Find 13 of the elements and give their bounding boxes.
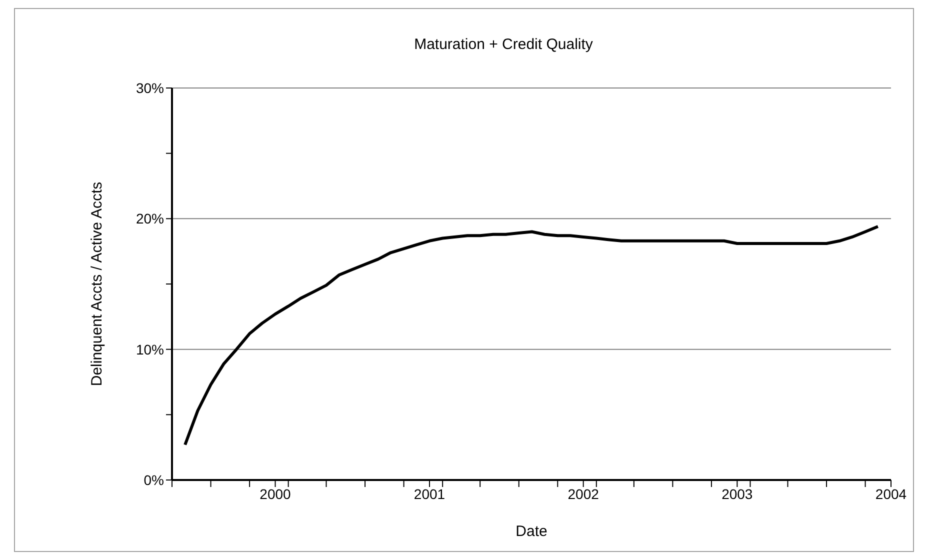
y-tick-label: 0% xyxy=(144,472,164,488)
y-tick-label: 10% xyxy=(136,341,164,358)
x-tick-label: 2001 xyxy=(414,486,446,502)
x-tick-label: 2000 xyxy=(260,486,292,502)
y-tick-label: 30% xyxy=(136,80,164,96)
chart-title: Maturation + Credit Quality xyxy=(414,36,593,53)
x-axis-title: Date xyxy=(516,523,548,540)
y-axis-title: Delinquent Accts / Active Accts xyxy=(88,182,106,386)
x-tick-label: 2002 xyxy=(568,486,600,502)
x-tick-label: 2003 xyxy=(722,486,753,502)
y-tick-label: 20% xyxy=(136,210,164,227)
line-series xyxy=(184,225,880,446)
x-tick-label: 2004 xyxy=(875,486,907,502)
